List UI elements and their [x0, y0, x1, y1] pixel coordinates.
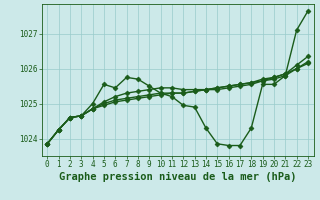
X-axis label: Graphe pression niveau de la mer (hPa): Graphe pression niveau de la mer (hPa) — [59, 172, 296, 182]
